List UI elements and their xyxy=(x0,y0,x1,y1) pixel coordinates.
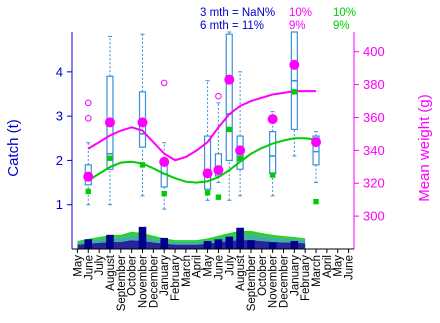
y-left-tick-label: 3 xyxy=(56,109,63,124)
x-tick-label: May xyxy=(72,255,84,277)
mean-weight-point xyxy=(289,59,300,70)
green-point xyxy=(215,194,222,200)
catch-bars xyxy=(84,226,299,249)
green-point xyxy=(139,162,146,168)
box-iqr xyxy=(269,131,277,175)
green-point xyxy=(107,155,113,161)
box-iqr xyxy=(312,135,320,166)
x-tick-label: February xyxy=(170,255,182,301)
catch-bar xyxy=(290,241,299,249)
mean-weight-point xyxy=(267,114,278,125)
x-tick-label: June xyxy=(83,255,95,280)
x-tick-label: August xyxy=(105,254,117,291)
catch-bar xyxy=(247,240,255,249)
x-tick-label: July xyxy=(224,255,236,276)
mean-weight-point xyxy=(104,117,115,128)
catch-bar xyxy=(106,234,114,249)
mean-weight-point xyxy=(213,165,224,176)
x-tick-label: January xyxy=(289,255,301,296)
catch-bar xyxy=(268,242,277,249)
stat-6mth-p2: 9% xyxy=(333,20,350,32)
green-point xyxy=(269,172,276,178)
box-iqr xyxy=(225,33,233,162)
box-iqr xyxy=(203,135,212,190)
x-tick-label: March xyxy=(181,255,193,287)
green-point xyxy=(204,190,211,196)
points xyxy=(83,59,322,205)
mean-weight-point xyxy=(83,171,94,182)
y-right-tick-label: 320 xyxy=(363,176,385,191)
green-point xyxy=(237,155,243,161)
green-point xyxy=(291,89,298,95)
green-point xyxy=(161,190,167,197)
green-point xyxy=(313,198,319,205)
box-iqr xyxy=(214,153,223,177)
x-tick-label: April xyxy=(192,255,204,278)
outlier xyxy=(160,79,168,87)
stat-6mth-label: 6 mth = 11% xyxy=(200,20,265,32)
x-tick-label: October xyxy=(257,255,269,296)
y-left-tick-label: 1 xyxy=(56,197,63,212)
stat-3mth-p1: 10% xyxy=(289,7,313,19)
green-point xyxy=(85,188,91,195)
green-point xyxy=(226,126,232,133)
catch-bar xyxy=(236,227,244,249)
y-right-tick-label: 400 xyxy=(363,44,385,59)
x-tick-label: May xyxy=(203,255,215,277)
catch-bar xyxy=(214,239,223,249)
x-tick-label: July xyxy=(94,255,106,276)
outlier xyxy=(84,115,92,122)
y-axis-left-label: Catch (t) xyxy=(5,119,22,177)
x-tick-label: December xyxy=(148,255,160,308)
outlier xyxy=(84,99,92,107)
y-right-tick-label: 300 xyxy=(363,209,385,224)
x-tick-label: August xyxy=(235,254,247,291)
x-tick-label: November xyxy=(268,255,280,308)
y-right-tick-label: 380 xyxy=(363,77,385,92)
stat-6mth-p1: 9% xyxy=(289,20,306,32)
mean-weight-point xyxy=(202,168,213,179)
catch-bar xyxy=(138,226,147,249)
x-tick-label: February xyxy=(300,255,312,301)
mean-weight-point xyxy=(137,117,148,128)
x-tick-label: December xyxy=(279,255,291,308)
catch-bar xyxy=(225,236,234,249)
band-teal xyxy=(77,234,306,245)
y-left-tick-label: 4 xyxy=(56,64,63,79)
band-green xyxy=(77,230,306,243)
green-trend-line xyxy=(87,137,317,184)
stat-3mth-p2: 10% xyxy=(333,7,357,19)
x-tick-label: January xyxy=(159,255,171,296)
x-tick-label: May xyxy=(333,255,345,277)
x-tick-label: September xyxy=(246,255,258,311)
mean-weight-point xyxy=(224,74,235,85)
y-right-tick-label: 360 xyxy=(363,110,385,125)
mean-weight-point xyxy=(235,145,246,156)
axes: 1234300320340360380400MayJuneJulyAugustS… xyxy=(56,32,385,311)
y-axis-right-label: Mean weight (g) xyxy=(416,94,433,202)
catch-bar xyxy=(203,241,212,249)
x-tick-label: June xyxy=(344,255,356,280)
catch-bar xyxy=(160,237,168,249)
y-right-tick-label: 340 xyxy=(363,143,385,158)
mean-weight-point xyxy=(159,156,170,167)
x-tick-label: March xyxy=(311,255,323,287)
x-tick-label: April xyxy=(322,255,334,278)
y-left-tick-label: 2 xyxy=(56,153,63,168)
mean-weight-point xyxy=(311,137,322,148)
x-tick-label: September xyxy=(116,255,128,311)
stat-3mth-label: 3 mth = NaN% xyxy=(200,7,276,19)
catch-bar xyxy=(84,239,93,249)
x-tick-label: June xyxy=(213,255,225,280)
outlier xyxy=(215,92,222,100)
trend-lines xyxy=(87,90,317,184)
x-tick-label: October xyxy=(127,255,139,296)
x-tick-label: November xyxy=(138,255,150,308)
mean-weight-trend-line xyxy=(87,90,317,162)
